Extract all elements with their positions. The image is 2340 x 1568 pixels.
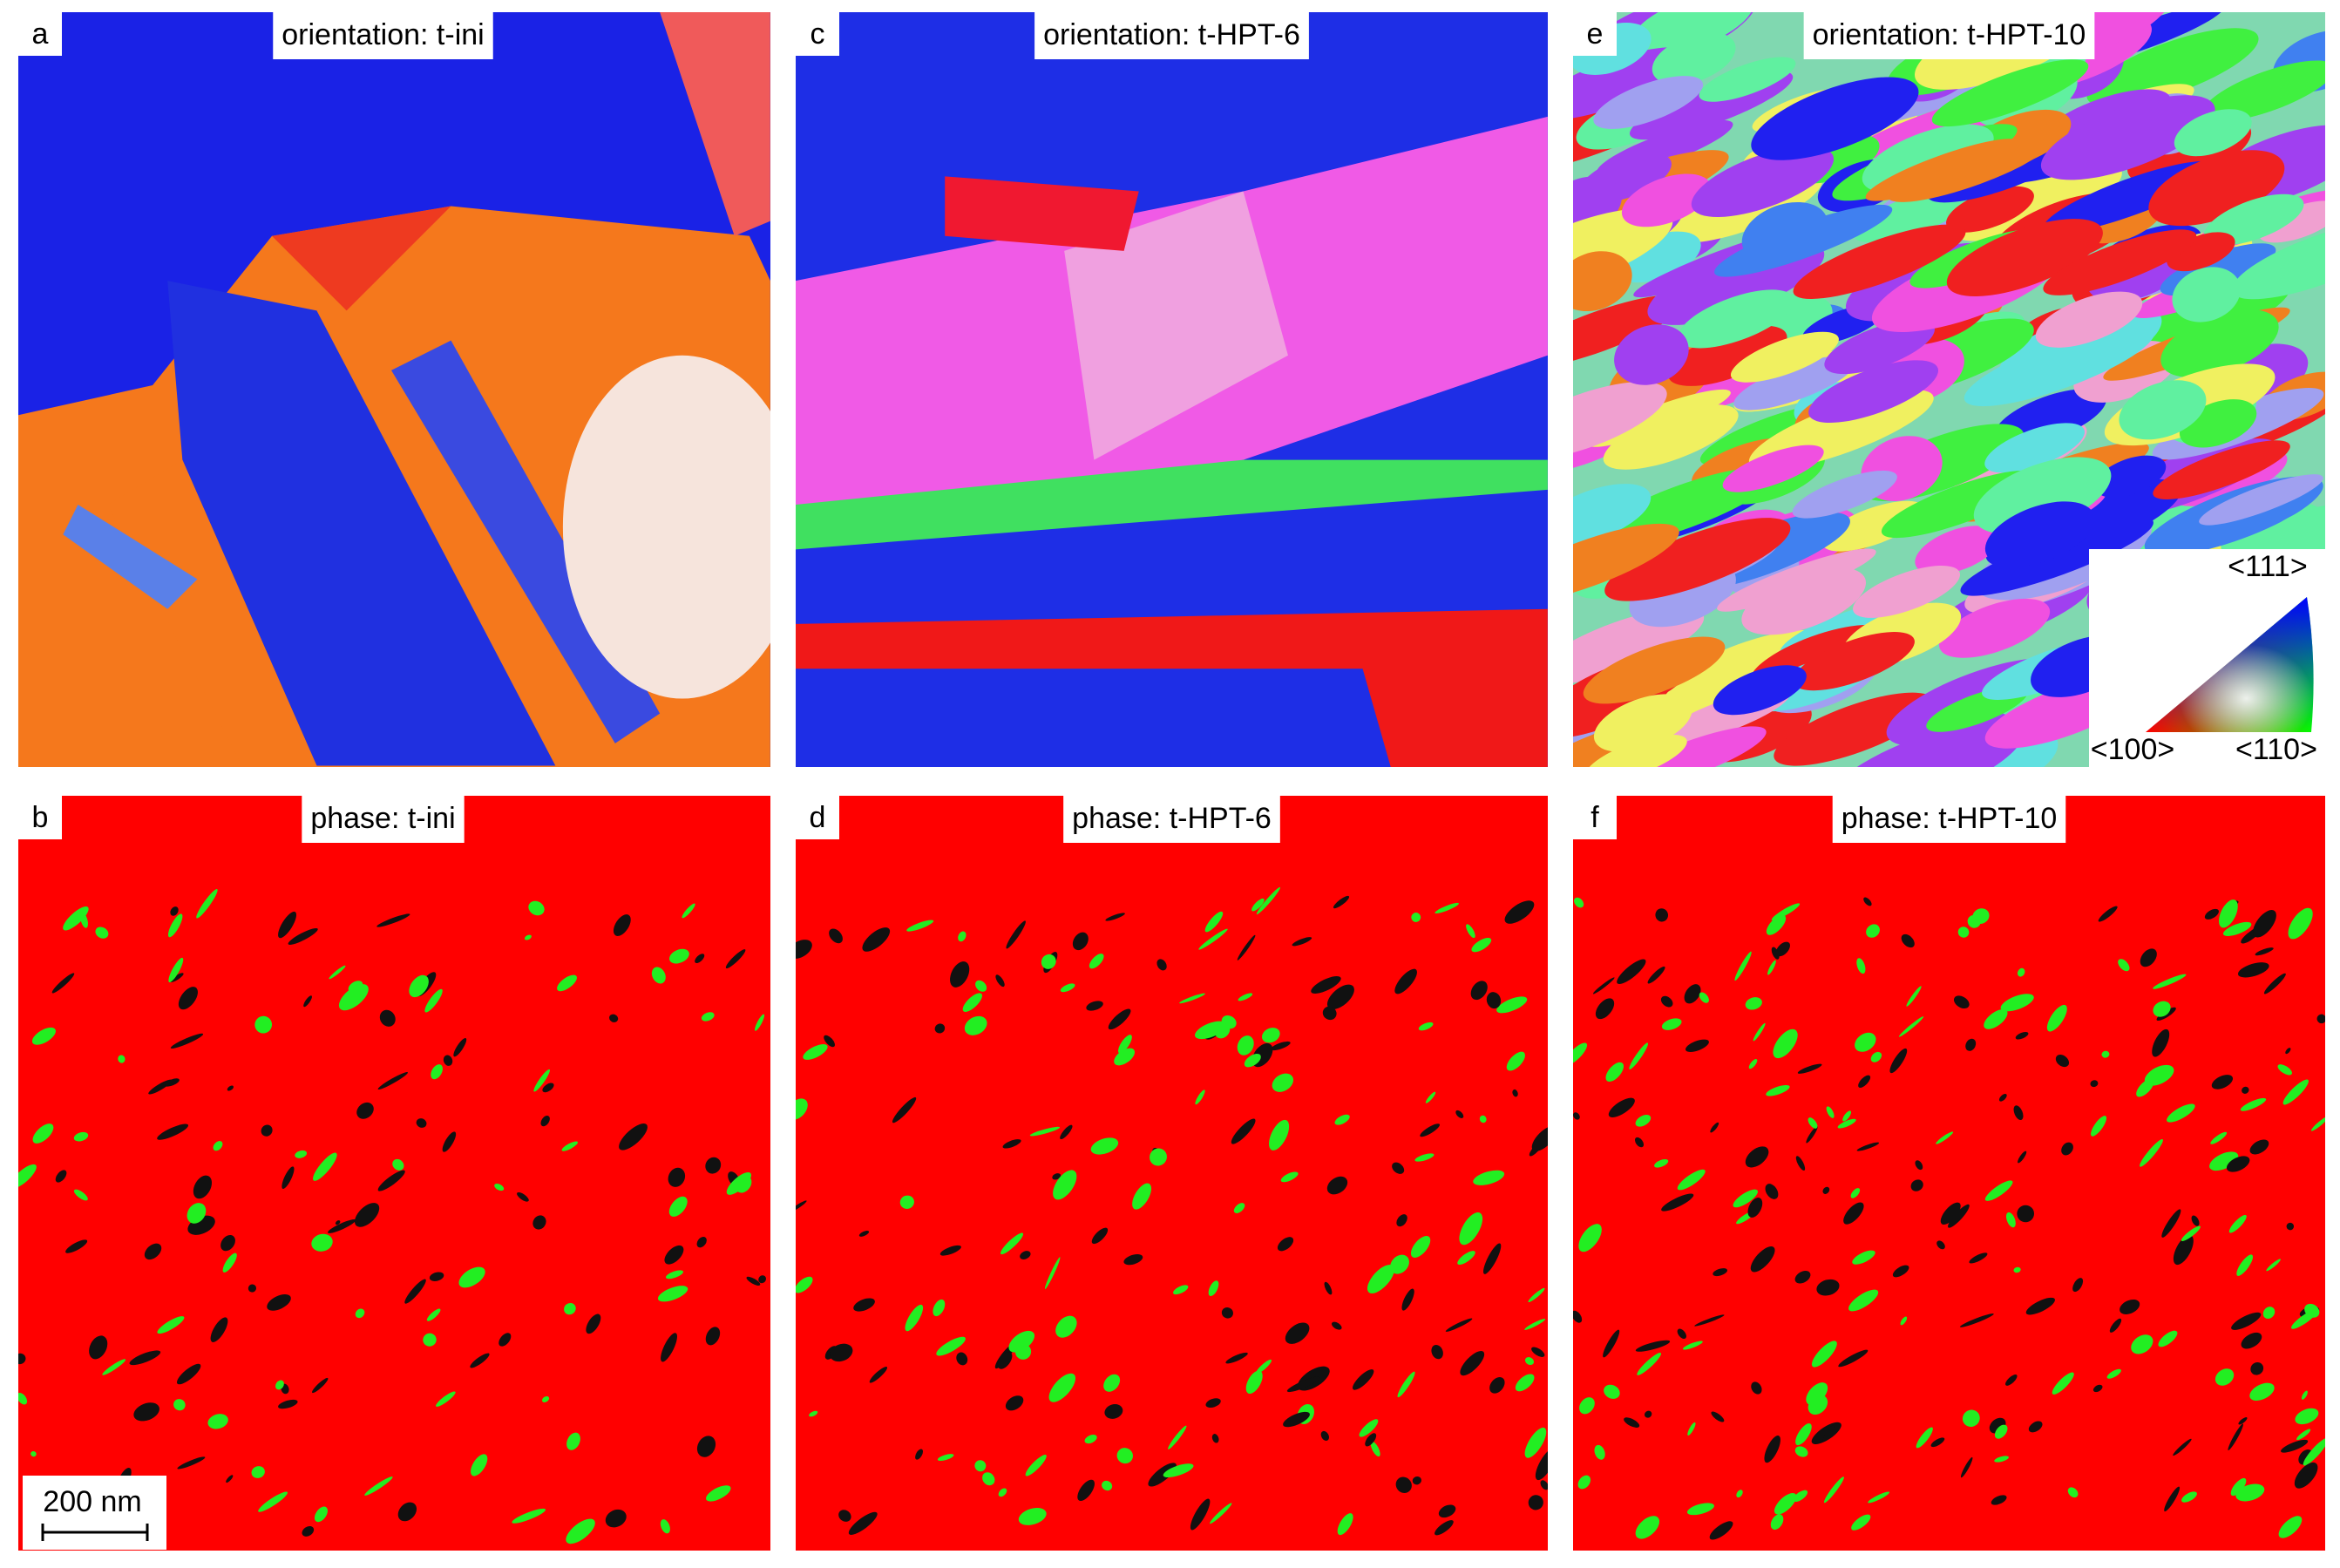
title-box — [1034, 12, 1309, 59]
legend-label: <111> — [2228, 550, 2307, 583]
panel-title: phase: t-HPT-6 — [1072, 802, 1272, 835]
letter-box — [18, 796, 62, 839]
panel-letter: f — [1591, 801, 1599, 834]
title-box — [1803, 12, 2095, 59]
letter-box — [796, 12, 839, 56]
map-panel: a orientation: t-ini — [18, 12, 770, 767]
letter-box — [1573, 796, 1617, 839]
panel-letter: e — [1587, 17, 1604, 51]
panel-title: phase: t-ini — [310, 802, 455, 835]
panel-letter: b — [32, 801, 49, 834]
legend-label: <100> — [2091, 733, 2174, 766]
ipf-legend: <111> <100> <110> — [2089, 549, 2325, 767]
title-box — [273, 12, 493, 59]
map-panel: d phase: t-HPT-6 — [796, 796, 1548, 1551]
legend-label: <110> — [2235, 733, 2317, 766]
panel-title: orientation: t-ini — [281, 18, 484, 51]
map-panel: c orientation: t-HPT-6 — [796, 12, 1548, 767]
panel-letter: a — [32, 17, 49, 51]
map-panel: f phase: t-HPT-10 — [1573, 796, 2325, 1551]
scale-bar — [41, 1524, 149, 1541]
letter-box — [1573, 12, 1617, 56]
scale-label: 200 nm — [43, 1485, 141, 1518]
title-box — [1832, 796, 2066, 843]
letter-box — [18, 12, 62, 56]
map-panel: e orientation: t-HPT-10 <111> <100> <110> — [1573, 12, 2325, 767]
panel-title: phase: t-HPT-10 — [1841, 802, 2058, 835]
panel-title: orientation: t-HPT-6 — [1043, 18, 1300, 51]
map-panel: b phase: t-ini 200 nm — [18, 796, 770, 1551]
title-box — [302, 796, 465, 843]
letter-box — [796, 796, 839, 839]
scale-box — [23, 1476, 166, 1550]
title-box — [1063, 796, 1280, 843]
panel-title: orientation: t-HPT-10 — [1813, 18, 2086, 51]
panel-letter: d — [810, 801, 826, 834]
panel-letter: c — [811, 17, 825, 51]
